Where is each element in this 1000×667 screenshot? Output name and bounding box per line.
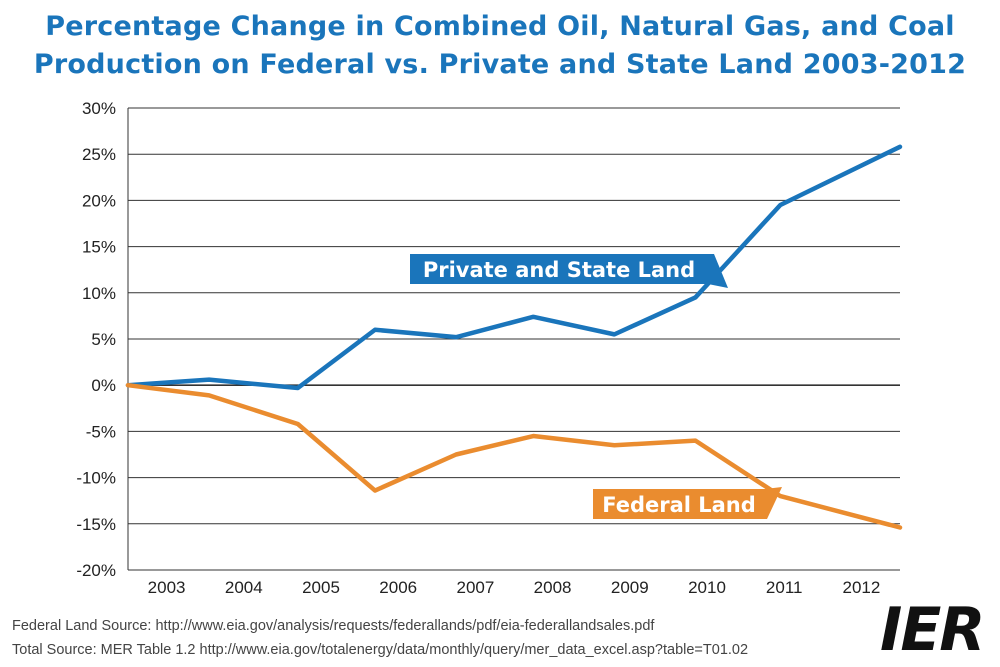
federal-land-label-pointer [765, 487, 782, 519]
y-tick-label: 10% [82, 284, 116, 303]
y-tick-label: -10% [76, 469, 116, 488]
x-tick-label: 2006 [379, 578, 417, 597]
x-tick-label: 2012 [842, 578, 880, 597]
series-labels: Private and State Land Federal Land [410, 254, 782, 519]
y-tick-label: 15% [82, 238, 116, 257]
x-tick-label: 2009 [611, 578, 649, 597]
y-tick-label: -20% [76, 561, 116, 580]
total-source-note: Total Source: MER Table 1.2 http://www.e… [12, 642, 749, 658]
y-tick-label: 20% [82, 191, 116, 210]
x-tick-label: 2010 [688, 578, 726, 597]
federal-source-note: Federal Land Source: http://www.eia.gov/… [12, 618, 655, 634]
private-and-state-land-line [125, 144, 903, 391]
ier-logo: IER [880, 595, 986, 665]
y-tick-label: -15% [76, 515, 116, 534]
x-tick-label: 2003 [148, 578, 186, 597]
line-chart: 30%25%20%15%10%5%0%-5%-10%-15%-20% 2003 2… [76, 99, 903, 597]
grid-lines [127, 107, 900, 571]
x-tick-label: 2011 [766, 578, 803, 597]
x-tick-label: 2005 [302, 578, 340, 597]
series-lines [125, 144, 903, 530]
federal-land-label: Federal Land [593, 487, 782, 519]
private-and-state-land-label-text: Private and State Land [423, 258, 695, 282]
private-and-state-land-label-box [410, 254, 708, 284]
source-notes: Federal Land Source: http://www.eia.gov/… [12, 614, 748, 662]
y-tick-label: -5% [86, 422, 116, 441]
x-tick-label: 2004 [225, 578, 263, 597]
y-axis-tick-labels: 30% 25% 20% 15% 10% 5% 0% -5% -10% -15% -20% [76, 99, 116, 580]
chart-title-line-1: Percentage Change in Combined Oil, Natur… [45, 11, 955, 42]
chart-title-line-2: Production on Federal vs. Private and St… [33, 49, 967, 80]
y-tick-label: 25% [82, 145, 116, 164]
chart-title: Percentage Change in Combined Oil, Natur… [0, 8, 1000, 84]
federal-land-label-text: Federal Land [602, 493, 756, 517]
y-tick-label: 0% [91, 376, 116, 395]
private-and-state-land-label: Private and State Land [410, 254, 728, 288]
x-tick-label: 2008 [534, 578, 572, 597]
x-axis-tick-labels: 2003 2004 2005 2006 2007 2008 2009 2010 2011 2012 [148, 578, 881, 597]
y-tick-label: 5% [91, 330, 116, 349]
federal-land-label-box [593, 489, 765, 519]
private-and-state-land-label-pointer [708, 254, 728, 288]
federal-land-line [125, 382, 903, 530]
y-tick-label: 30% [82, 99, 116, 118]
x-tick-label: 2007 [456, 578, 494, 597]
